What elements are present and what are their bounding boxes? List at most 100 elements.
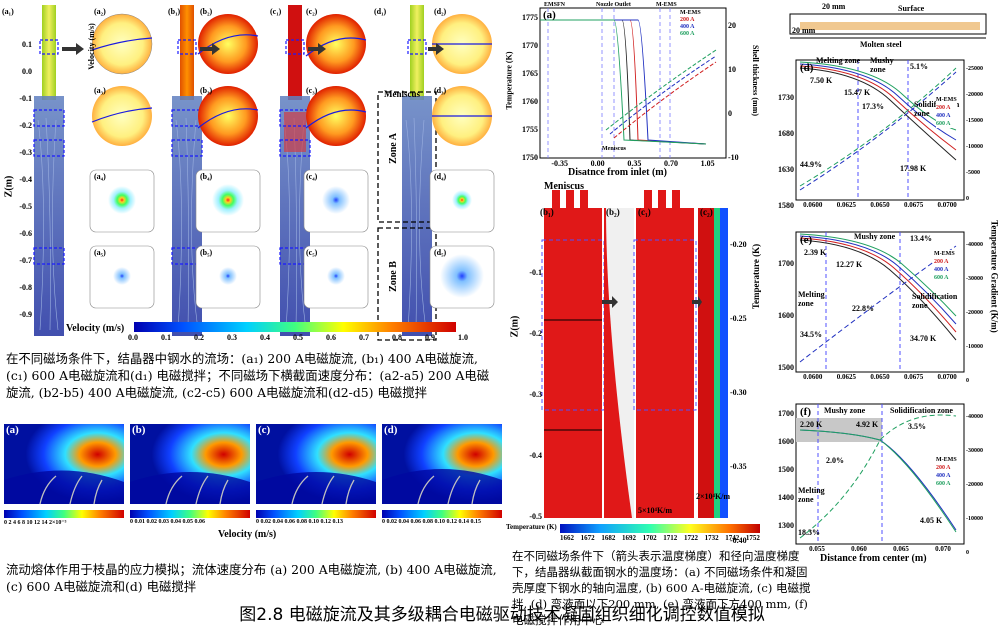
- label-c5: (c₅): [306, 248, 318, 257]
- chart-e-mushy: Mushy zone: [854, 232, 896, 241]
- label-c4: (c₄): [306, 172, 318, 181]
- chart-e-val4: 22.8%: [852, 304, 874, 313]
- chart-d-legend: M-EMS 200 A 400 A 600 A: [936, 96, 957, 128]
- inset-w2: 20 mm: [792, 26, 816, 35]
- label-a4: (a₄): [94, 172, 106, 181]
- temperature-colorbar: [560, 524, 760, 533]
- label-d4: (d₄): [434, 172, 447, 181]
- right-y2label: Temperature Gradient (K/m): [989, 220, 1000, 333]
- dendrite-figure: (a) (b) (c) (d) 0 2 4 6 8 10 12 14 2×10⁻…: [0, 420, 505, 560]
- chart-f-val4: 2.0%: [826, 456, 844, 465]
- cross-sections-row2: [91, 86, 492, 146]
- chart-a-ylabel: Temperature (K): [504, 51, 514, 110]
- chart-e-val6: 34.70 K: [910, 334, 937, 343]
- inset-w1: 20 mm: [822, 2, 846, 11]
- label-d5: (d₅): [434, 248, 447, 257]
- label-c1: (c₁): [270, 7, 282, 16]
- inset-surface: Surface: [898, 4, 925, 13]
- column-d1: [402, 5, 432, 336]
- chart-f-solid: Solidification zone: [890, 406, 953, 415]
- field-c1: [633, 190, 697, 518]
- label-a1: (a₁): [2, 7, 14, 16]
- chart-d-y2-ticks: -25000 -20000 -15000 -10000 -5000 0: [966, 66, 983, 202]
- chart-f-val5: 18.3%: [798, 528, 820, 537]
- chart-f-x-ticks: 0.055 0.060 0.065 0.070: [809, 545, 951, 553]
- chart-d-val5: 44.9%: [800, 160, 822, 169]
- right-xlabel: Distance from center (m): [820, 553, 927, 564]
- chart-a-label: (a): [543, 9, 556, 21]
- chart-a: [539, 7, 727, 159]
- chart-a-ann-meniscus: Meniscus: [602, 146, 626, 152]
- chart-a-y2-ticks: 20 10 0 -10: [728, 21, 739, 162]
- chart-e-y-ticks: 1700 1600 1500: [778, 259, 794, 372]
- chart-f-label: (f): [800, 406, 811, 418]
- right-ylabel: Temperature (K): [751, 243, 762, 310]
- label-c1-mid: (c₁): [638, 207, 651, 217]
- chart-f-mushy: Mushy zone: [824, 406, 866, 415]
- velocity-axis-label: Velocity (m/s): [86, 23, 96, 70]
- cb-ticks-c: 0 0.02 0.04 0.06 0.08 0.10 0.12 0.13: [256, 519, 343, 525]
- chart-d-val1: 7.50 K: [810, 76, 833, 85]
- chart-a-ann-nozzle: Nozzle Outlet: [596, 2, 631, 8]
- chart-f-val2: 4.92 K: [856, 420, 879, 429]
- label-a3: (a₃): [94, 86, 106, 95]
- cross-sections-row4: [89, 245, 495, 309]
- chart-e-x-ticks: 0.0600 0.0625 0.0650 0.0675 0.0700: [803, 373, 957, 381]
- figure-caption: 图2.8 电磁旋流及其多级耦合电磁驱动技术凝固组织细化调控数值模拟: [239, 605, 765, 625]
- chart-f-y-ticks: 1700 1600 1500 1400 1300: [778, 409, 794, 530]
- inset-molten: Molten steel: [860, 40, 902, 49]
- right-caption: 在不同磁场条件下（箭头表示温度梯度）和径向温度梯度下，结晶器纵截面钢水的温度场：…: [512, 549, 811, 627]
- chart-d-val3: 5.1%: [910, 62, 928, 71]
- chart-e-val5: 34.5%: [800, 330, 822, 339]
- panel-c-field: [256, 424, 376, 505]
- label-b1-mid: (b₁): [540, 207, 554, 217]
- label-d3: (d₃): [434, 86, 447, 95]
- label-d1: (d₁): [374, 7, 387, 16]
- velocity-colorbar-ticks: 0.0 0.1 0.2 0.3 0.4 0.5 0.6 0.7 0.8 0.9 1.0: [128, 333, 468, 342]
- label-b5: (b₅): [200, 248, 213, 257]
- chart-e-y2-ticks: -40000 -30000 -20000 -10000 0: [966, 242, 983, 384]
- panel-d-field: [382, 424, 502, 505]
- chart-e-melting: Melting zone: [798, 290, 825, 308]
- chart-f-val6: 4.05 K: [920, 516, 943, 525]
- zone-b-label: Zone B: [387, 261, 399, 292]
- middle-graphics: [539, 7, 760, 533]
- chart-e-label: (e): [800, 234, 813, 246]
- chart-d-label: (d): [800, 62, 814, 74]
- cb-ticks-b: 0 0.01 0.02 0.03 0.04 0.05 0.06: [130, 519, 205, 525]
- chart-a-xlabel: Disatnce from inlet (m): [568, 167, 667, 178]
- dendrite-colorbar-label: Velocity (m/s): [218, 529, 277, 540]
- left-top-caption: 在不同磁场条件下，结晶器中钢水的流场：(a₁) 200 A电磁旋流, (b₁) …: [6, 351, 490, 400]
- chart-f: [795, 403, 965, 545]
- meniscus-mid-label: Meniscus: [544, 181, 584, 192]
- cross-sections-row1: [91, 13, 492, 75]
- cb-ticks-a: 0 2 4 6 8 10 12 14 2×10⁻³: [4, 520, 67, 526]
- label-c2-mid: (c₂): [700, 207, 713, 217]
- chart-d-x-ticks: 0.0600 0.0625 0.0650 0.0675 0.0700: [803, 201, 957, 209]
- chart-d-val4: 17.3%: [862, 102, 884, 111]
- chart-d-val2: 15.47 K: [844, 88, 871, 97]
- velocity-colorbar-label: Velocity (m/s): [66, 323, 125, 334]
- label-c3: (c₃): [306, 86, 318, 95]
- field-c2: [698, 208, 728, 518]
- z-ticks: 0.1 0.0 -0.1 -0.2 -0.3 -0.4 -0.5 -0.6 -0.7 -0…: [19, 40, 32, 319]
- chart-f-y2-ticks: -40000 -30000 -20000 -10000 0: [966, 414, 983, 556]
- flow-arrows: [62, 43, 444, 55]
- label-a2: (a₂): [94, 7, 106, 16]
- field-b2: [604, 208, 634, 518]
- dendrite-graphics: [4, 424, 502, 518]
- flow-field-figure: (a₁) (a₂) (b₁) (b₂) (c₁) (c₂) (d₁) (d₂) …: [0, 0, 505, 345]
- label-a5: (a₅): [94, 248, 106, 257]
- label-b3: (b₃): [200, 86, 213, 95]
- chart-a-ann-emsfn: EMSFN: [544, 2, 565, 8]
- cross-sections-row3: [89, 169, 495, 233]
- chart-e-val1: 2.39 K: [804, 248, 827, 257]
- zone-a-label: Zone A: [387, 133, 399, 164]
- inset-diagram: [789, 13, 987, 39]
- label-dendrite-c: (c): [258, 424, 271, 436]
- right-figure: 20 mm Surface 20 mm Molten steel (d) Mel…: [751, 0, 1004, 556]
- middle-figure: (a) EMSFN Nozzle Outlet M-EMS Meniscus M…: [504, 0, 761, 545]
- chart-e-val3: 13.4%: [910, 234, 932, 243]
- label-b4: (b₄): [200, 172, 213, 181]
- chart-f-val1: 2.20 K: [800, 420, 823, 429]
